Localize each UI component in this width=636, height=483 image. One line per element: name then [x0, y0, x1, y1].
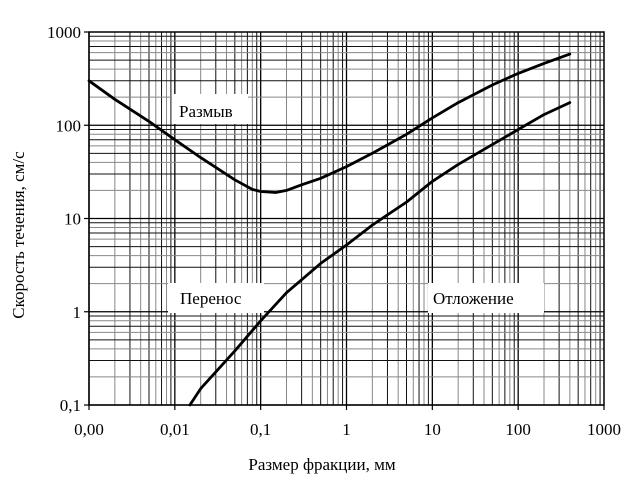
y-tick-label: 100: [56, 116, 82, 135]
y-tick-label: 1000: [47, 23, 81, 42]
series-group: [87, 52, 572, 407]
x-tick-label: 0,00: [74, 420, 104, 439]
annotation-deposition-box: [428, 283, 544, 313]
annotations: Размыв Перенос Отложение: [168, 94, 544, 313]
y-tick-label: 0,1: [60, 396, 81, 415]
annotation-erosion: Размыв: [179, 102, 233, 121]
x-tick-label: 1: [342, 420, 351, 439]
x-axis-ticks: 0,00 0,01 0,1 1 10 100 1000: [74, 405, 621, 439]
y-axis-title: Скорость течения, см/с: [9, 151, 28, 319]
annotation-deposition: Отложение: [433, 289, 514, 308]
y-tick-label: 10: [64, 210, 81, 229]
x-tick-label: 0,01: [160, 420, 190, 439]
annotation-transport: Перенос: [180, 289, 242, 308]
y-tick-label: 1: [73, 303, 82, 322]
series-erosion-line: [87, 52, 572, 194]
y-axis-ticks: 0,1 1 10 100 1000: [47, 23, 89, 415]
x-tick-label: 10: [424, 420, 441, 439]
annotation-transport-box: [168, 283, 264, 313]
series-deposition-line: [188, 101, 572, 407]
x-axis-title: Размер фракции, мм: [248, 455, 395, 474]
grid: [88, 32, 604, 406]
x-tick-label: 1000: [587, 420, 621, 439]
x-tick-label: 0,1: [250, 420, 271, 439]
annotation-erosion-box: [172, 94, 248, 124]
x-tick-label: 100: [505, 420, 531, 439]
